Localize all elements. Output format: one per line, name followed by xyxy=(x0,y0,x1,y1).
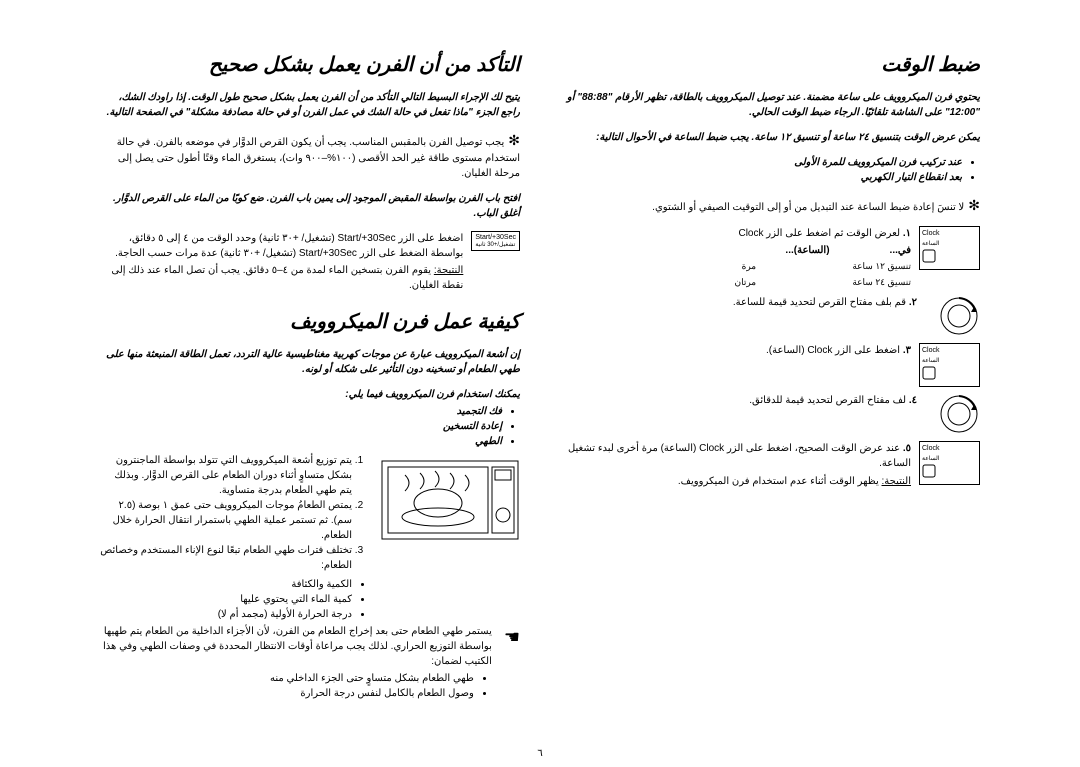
pointer-icon: ☚ xyxy=(504,624,520,651)
step-4: ٤. لف مفتاح القرص لتحديد قيمة للدقائق. xyxy=(560,393,980,435)
format-table: تنسيق ١٢ ساعةمرة تنسيق ٢٤ ساعةمرتان xyxy=(560,260,911,289)
tip-list: طهي الطعام بشكل متساوٍ حتى الجزء الداخلي… xyxy=(100,671,492,701)
dial-icon xyxy=(925,295,980,337)
start-button-icon: Start/+30Sec تشغيل/+30 ثانية xyxy=(471,231,520,251)
clock-formats: يمكن عرض الوقت بتنسيق ٢٤ ساعة أو تنسيق ١… xyxy=(560,130,980,145)
col-clock: ضبط الوقت يحتوي فرن الميكروويف على ساعة … xyxy=(560,50,980,732)
case-1: عند تركيب فرن الميكروويف للمرة الأولى xyxy=(560,155,962,170)
clock-button-icon-2: Clock الساعة xyxy=(919,343,980,387)
microwave-illustration xyxy=(380,455,520,545)
case-2: بعد انقطاع التيار الكهربي xyxy=(560,170,962,185)
page-number: ٦ xyxy=(0,748,1080,759)
note-icon: ✻ xyxy=(968,197,980,213)
step-5: Clock الساعة ٥. عند عرض الوقت الصحيح، اض… xyxy=(560,441,980,489)
clock-cases: عند تركيب فرن الميكروويف للمرة الأولى بع… xyxy=(560,155,980,185)
uses-lead: يمكنك استخدام فرن الميكروويف فيما يلي: xyxy=(100,387,520,402)
uses-list: فك التجميد إعادة التسخين الطهي xyxy=(100,404,520,449)
press-row: Start/+30Sec تشغيل/+30 ثانية اضغط على ال… xyxy=(100,231,520,293)
tip-row: ☚ يستمر طهي الطعام حتى بعد إخراج الطعام … xyxy=(100,624,520,703)
clock-button-icon-3: Clock الساعة xyxy=(919,441,980,485)
how-intro: إن أشعة الميكروويف عبارة عن موجات كهربية… xyxy=(100,347,520,377)
step-3: Clock الساعة ٣. اضغط على الزر Clock (الس… xyxy=(560,343,980,387)
h1-check: التأكد من أن الفرن يعمل بشكل صحيح xyxy=(100,50,520,80)
open-door: افتح باب الفرن بواسطة المقبض الموجود إلى… xyxy=(100,191,520,221)
principle-row: يتم توزيع أشعة الميكروويف التي تتولد بوا… xyxy=(100,451,520,575)
props-list: الكمية والكثافة كمية الماء التي يحتوي عل… xyxy=(100,577,370,622)
h1-how: كيفية عمل فرن الميكروويف xyxy=(100,307,520,337)
page: ضبط الوقت يحتوي فرن الميكروويف على ساعة … xyxy=(100,50,980,732)
check-intro: يتيح لك الإجراء البسيط التالي التأكد من … xyxy=(100,90,520,120)
clock-intro: يحتوي فرن الميكروويف على ساعة مضمنة. عند… xyxy=(560,90,980,120)
step-2: ٢. قم بلف مفتاح القرص لتحديد قيمة للساعة… xyxy=(560,295,980,337)
h1-clock: ضبط الوقت xyxy=(560,50,980,80)
step-1-body: ١. لعرض الوقت ثم اضغط على الزر Clock في.… xyxy=(560,226,911,289)
check-note: ✻يجب توصيل الفرن بالمقبس المناسب. يجب أن… xyxy=(100,130,520,181)
press-text: اضغط على الزر Start/+30Sec (تشغيل/ +٣٠ ث… xyxy=(100,231,463,261)
clock-dst-note: ✻لا تنسَ إعادة ضبط الساعة عند التبديل من… xyxy=(560,195,980,216)
result-label: النتيجة: xyxy=(882,476,911,487)
dial-icon-2 xyxy=(925,393,980,435)
principle-list: يتم توزيع أشعة الميكروويف التي تتولد بوا… xyxy=(100,453,370,573)
col-check-howworks: التأكد من أن الفرن يعمل بشكل صحيح يتيح ل… xyxy=(100,50,520,732)
clock-button-icon: Clock الساعة xyxy=(919,226,980,270)
note-icon-2: ✻ xyxy=(508,132,520,148)
step-1: Clock الساعة ١. لعرض الوقت ثم اضغط على ا… xyxy=(560,226,980,289)
